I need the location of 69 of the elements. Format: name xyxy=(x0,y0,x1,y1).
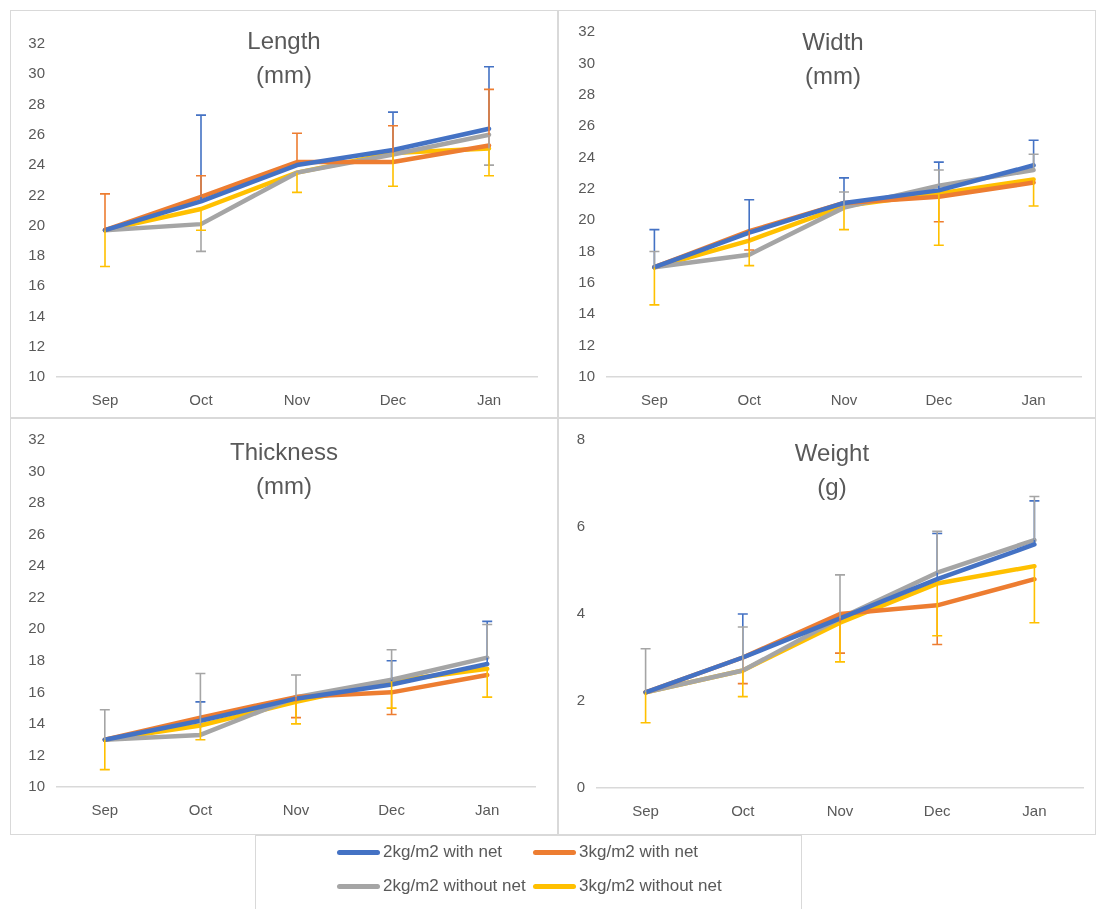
x-tick-label: Sep xyxy=(632,802,659,820)
y-tick-label: 28 xyxy=(28,94,45,112)
text: Thickness (mm) xyxy=(229,438,339,499)
x-tick-label: Oct xyxy=(731,802,756,820)
y-tick-label: 30 xyxy=(28,64,45,82)
y-tick-label: 28 xyxy=(28,493,45,511)
y-tick-label: 22 xyxy=(28,587,45,605)
x-tick-label: Nov xyxy=(282,801,310,819)
y-tick-label: 30 xyxy=(28,461,45,479)
x-tick-label: Nov xyxy=(830,391,858,409)
legend-label: 3kg/m2 with net xyxy=(579,842,699,862)
y-tick-label: 26 xyxy=(28,124,45,142)
y-tick-label: 24 xyxy=(578,147,595,165)
y-tick-label: 20 xyxy=(28,215,45,233)
y-tick-label: 6 xyxy=(576,517,585,535)
y-tick-label: 20 xyxy=(578,210,595,228)
text: Width (mm) xyxy=(802,28,864,89)
y-tick-label: 12 xyxy=(28,336,45,354)
x-tick-label: Dec xyxy=(925,391,953,409)
y-tick-label: 2 xyxy=(576,691,585,709)
x-tick-label: Jan xyxy=(1021,391,1046,409)
legend-label: 2kg/m2 with net xyxy=(383,842,503,862)
y-tick-label: 8 xyxy=(576,430,585,448)
legend-label: 2kg/m2 without net xyxy=(383,876,526,896)
y-tick-label: 32 xyxy=(28,430,45,448)
y-tick-label: 16 xyxy=(28,276,45,294)
x-tick-label: Oct xyxy=(188,801,213,819)
y-tick-label: 10 xyxy=(28,367,45,385)
y-tick-label: 28 xyxy=(578,84,595,102)
chart-title: Length (mm) xyxy=(247,27,321,88)
y-tick-label: 16 xyxy=(578,273,595,291)
y-tick-label: 24 xyxy=(28,556,45,574)
y-tick-label: 32 xyxy=(578,22,595,40)
x-tick-label: Dec xyxy=(379,391,407,409)
x-tick-label: Oct xyxy=(189,391,214,409)
x-tick-label: Sep xyxy=(91,801,119,819)
y-tick-label: 10 xyxy=(28,777,45,795)
y-tick-label: 14 xyxy=(578,304,595,322)
y-tick-label: 30 xyxy=(578,53,595,71)
x-tick-label: Jan xyxy=(476,391,502,409)
y-tick-label: 22 xyxy=(578,178,595,196)
y-tick-label: 12 xyxy=(28,745,45,763)
y-tick-label: 14 xyxy=(28,714,45,732)
y-tick-label: 32 xyxy=(28,34,45,52)
x-tick-label: Dec xyxy=(378,801,406,819)
y-tick-label: 26 xyxy=(578,116,595,134)
y-tick-label: 18 xyxy=(28,246,45,264)
x-tick-label: Jan xyxy=(475,801,500,819)
y-tick-label: 10 xyxy=(578,367,595,385)
y-tick-label: 24 xyxy=(28,155,45,173)
x-tick-label: Jan xyxy=(1022,802,1047,820)
y-tick-label: 16 xyxy=(28,682,45,700)
x-tick-label: Nov xyxy=(826,802,854,820)
legend-label: 3kg/m2 without net xyxy=(579,876,722,896)
y-tick-label: 0 xyxy=(576,778,585,796)
x-tick-label: Sep xyxy=(91,391,119,409)
text: Weight (g) xyxy=(794,439,870,500)
y-tick-label: 4 xyxy=(576,604,585,622)
x-tick-label: Dec xyxy=(923,802,952,820)
x-tick-label: Nov xyxy=(283,391,311,409)
y-tick-label: 14 xyxy=(28,306,45,324)
y-tick-label: 18 xyxy=(28,650,45,668)
y-tick-label: 26 xyxy=(28,524,45,542)
y-tick-label: 22 xyxy=(28,185,45,203)
y-tick-label: 12 xyxy=(578,335,595,353)
x-tick-label: Sep xyxy=(641,391,668,409)
x-tick-label: Oct xyxy=(737,391,762,409)
y-tick-label: 20 xyxy=(28,619,45,637)
y-tick-label: 18 xyxy=(578,241,595,259)
